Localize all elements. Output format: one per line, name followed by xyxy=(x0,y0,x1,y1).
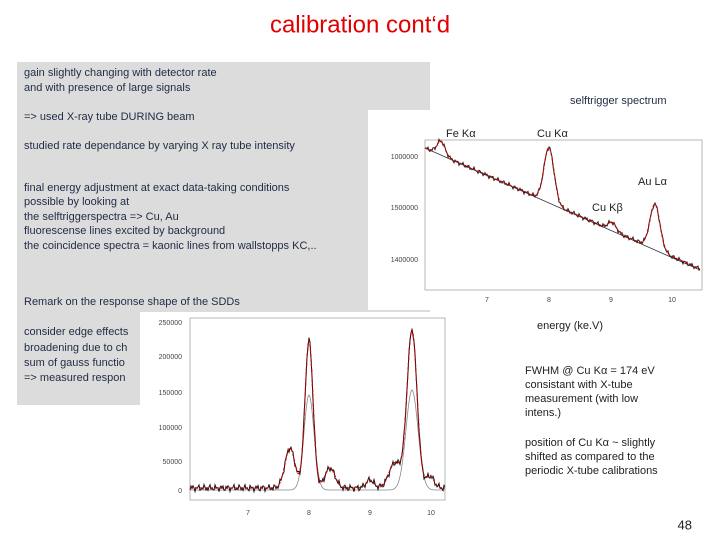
peak-label: Cu Kβ xyxy=(592,202,623,214)
y-tick-label: 150000 xyxy=(159,390,182,397)
y-tick-label: 50000 xyxy=(163,459,183,466)
text-line: the coincidence spectra = kaonic lines f… xyxy=(24,240,317,252)
text-line: the selftriggerspectra => Cu, Au xyxy=(24,211,179,223)
x-tick-label: 10 xyxy=(668,297,676,304)
y-tick-label: 100000 xyxy=(159,425,182,432)
page-number: 48 xyxy=(678,517,692,532)
text-line: Remark on the response shape of the SDDs xyxy=(24,296,240,308)
y-tick-label: 1400000 xyxy=(391,257,418,264)
x-tick-label: 8 xyxy=(547,297,551,304)
y-tick-label: 0 xyxy=(178,488,182,495)
fit xyxy=(190,327,445,489)
x-tick-label: 7 xyxy=(246,510,250,517)
note-line: measurement (with low xyxy=(525,393,638,405)
note-line: intens.) xyxy=(525,407,561,419)
x-tick-label: 8 xyxy=(307,510,311,517)
text-line: final energy adjustment at exact data-ta… xyxy=(24,182,290,194)
text-line: broadening due to ch xyxy=(24,342,127,354)
y-tick-label: 1000000 xyxy=(391,154,418,161)
y-tick-label: 1500000 xyxy=(391,205,418,212)
text-line: => used X-ray tube DURING beam xyxy=(24,111,195,123)
text-line: possible by looking at xyxy=(24,196,129,208)
peak-label: Cu Kα xyxy=(537,128,568,140)
peak-label: Fe Kα xyxy=(446,128,476,140)
y-tick-label: 200000 xyxy=(159,354,182,361)
x-tick-label: 9 xyxy=(368,510,372,517)
fit xyxy=(424,140,701,270)
note-line: periodic X-tube calibrations xyxy=(525,465,658,477)
text-line: and with presence of large signals xyxy=(24,82,191,94)
slide-title: calibration cont‘d xyxy=(270,11,450,38)
text-line: studied rate dependance by varying X ray… xyxy=(24,140,295,152)
text-line: gain slightly changing with detector rat… xyxy=(24,67,217,79)
text-line: fluorescense lines excited by background xyxy=(24,225,225,237)
axis-label: energy (ke.V) xyxy=(537,320,603,332)
notes: FWHM @ Cu Kα = 174 eV consistant with X-… xyxy=(525,365,658,477)
plot-caption: selftrigger spectrum xyxy=(570,95,667,107)
note-line: shifted as compared to the xyxy=(525,451,655,463)
note-line: FWHM @ Cu Kα = 174 eV xyxy=(525,365,655,377)
plot-frame xyxy=(424,139,703,291)
x-tick-label: 10 xyxy=(427,510,435,517)
plot-frame xyxy=(189,317,446,501)
left-text: gain slightly changing with detector rat… xyxy=(24,67,317,384)
peak-label: Au Lα xyxy=(638,176,668,188)
text-line: sum of gauss functio xyxy=(24,357,125,369)
note-line: consistant with X-tube xyxy=(525,379,633,391)
text-line: => measured respon xyxy=(24,372,126,384)
x-tick-label: 9 xyxy=(609,297,613,304)
y-tick-label: 250000 xyxy=(159,320,182,327)
text-line: consider edge effects xyxy=(24,326,129,338)
note-line: position of Cu Kα ~ slightly xyxy=(525,437,656,449)
top-plot xyxy=(368,110,703,310)
x-tick-label: 7 xyxy=(485,297,489,304)
